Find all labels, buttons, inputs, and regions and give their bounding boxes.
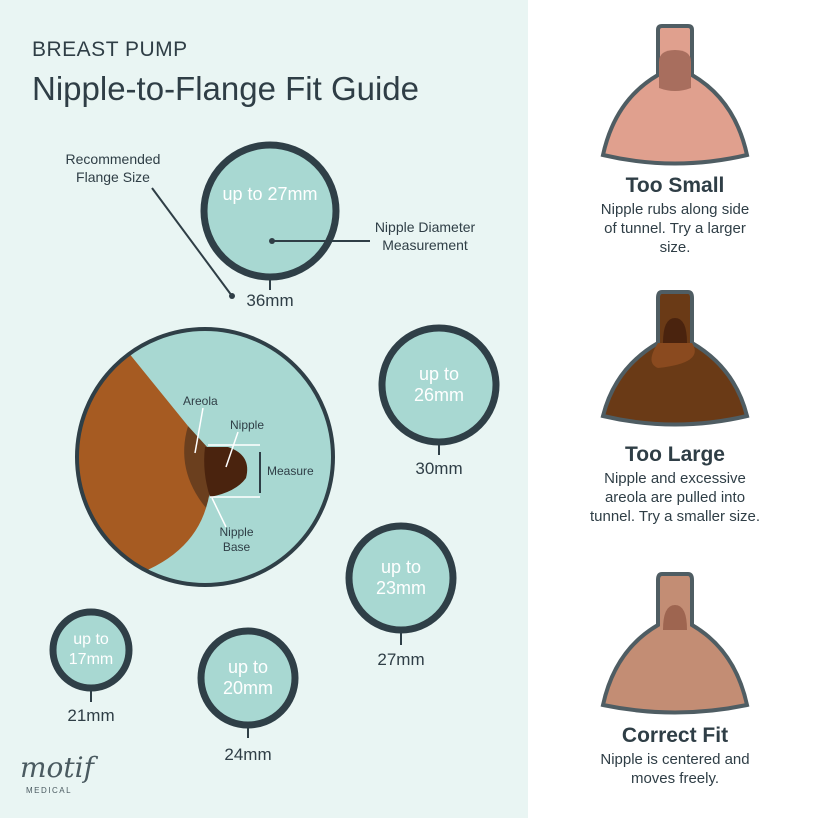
nipple-label: Nipple (230, 418, 265, 432)
fit-description: Nipple and excessive areola are pulled i… (589, 470, 761, 525)
recommended-flange-label: Recommended Flange Size (65, 151, 161, 185)
flange-circle-36mm (200, 141, 340, 290)
fit-title: Correct Fit (621, 724, 729, 747)
nipple-size-27: up to 27mm (222, 184, 318, 204)
flange-circle-24mm (197, 627, 299, 738)
fit-correct: Correct Fit Nipple is centered and moves… (560, 724, 790, 788)
flange-circle-27mm (345, 522, 457, 645)
flange-circle-21mm (49, 608, 133, 702)
fit-title: Too Large (625, 443, 725, 466)
nipple-base-label: Nipple Base (219, 525, 254, 554)
nipple-diameter-label: Nipple Diameter Measurement (374, 219, 476, 253)
flange-size-36: 36mm (246, 291, 294, 310)
flange-too-small-illustration (600, 24, 750, 166)
fit-description: Nipple rubs along side of tunnel. Try a … (600, 201, 750, 256)
flange-correct-fit-illustration (600, 572, 750, 715)
motif-medical-logo: motif MEDICAL (20, 752, 94, 796)
flange-circle-30mm (378, 324, 500, 455)
anatomy-illustration (75, 327, 335, 587)
nipple-size-17: up to 17mm (68, 631, 114, 668)
fit-description: Nipple is centered and moves freely. (600, 751, 750, 787)
flange-size-27: 27mm (377, 650, 425, 669)
areola-label: Areola (183, 394, 218, 408)
flange-size-24: 24mm (224, 745, 272, 764)
fit-too-small: Too Small Nipple rubs along side of tunn… (560, 174, 790, 257)
supertitle: BREAST PUMP (32, 38, 188, 61)
logo-sub: MEDICAL (26, 786, 73, 795)
flange-size-21: 21mm (67, 706, 115, 725)
page-title: Nipple-to-Flange Fit Guide (32, 70, 420, 107)
nipple-size-20: up to 20mm (222, 657, 273, 698)
logo-brand: motif (20, 751, 94, 784)
fit-title: Too Small (625, 174, 725, 197)
fit-too-large: Too Large Nipple and excessive areola ar… (560, 443, 790, 526)
nipple-size-26: up to 26mm (413, 364, 464, 405)
measure-label: Measure (267, 464, 314, 478)
nipple-size-23: up to 23mm (375, 557, 426, 598)
flange-size-30: 30mm (415, 459, 463, 478)
recommended-pointer (151, 187, 233, 297)
flange-too-large-illustration (600, 290, 750, 427)
